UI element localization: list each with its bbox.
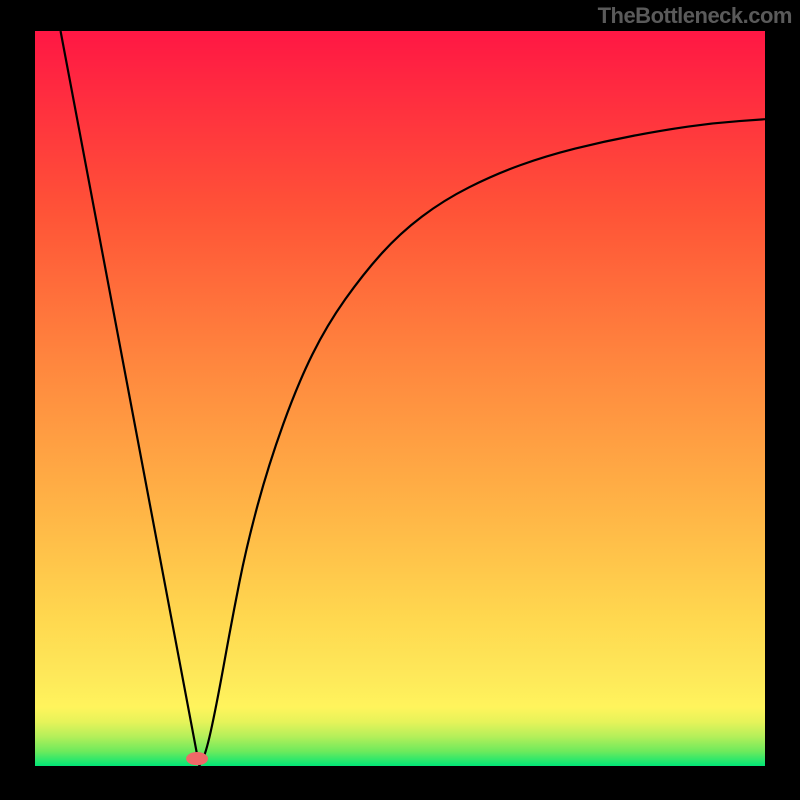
chart-container: TheBottleneck.com — [0, 0, 800, 800]
watermark-label: TheBottleneck.com — [598, 3, 792, 29]
bottleneck-curve — [61, 31, 765, 766]
optimum-marker — [186, 752, 208, 765]
curve-layer — [35, 31, 765, 766]
plot-area — [35, 31, 765, 766]
